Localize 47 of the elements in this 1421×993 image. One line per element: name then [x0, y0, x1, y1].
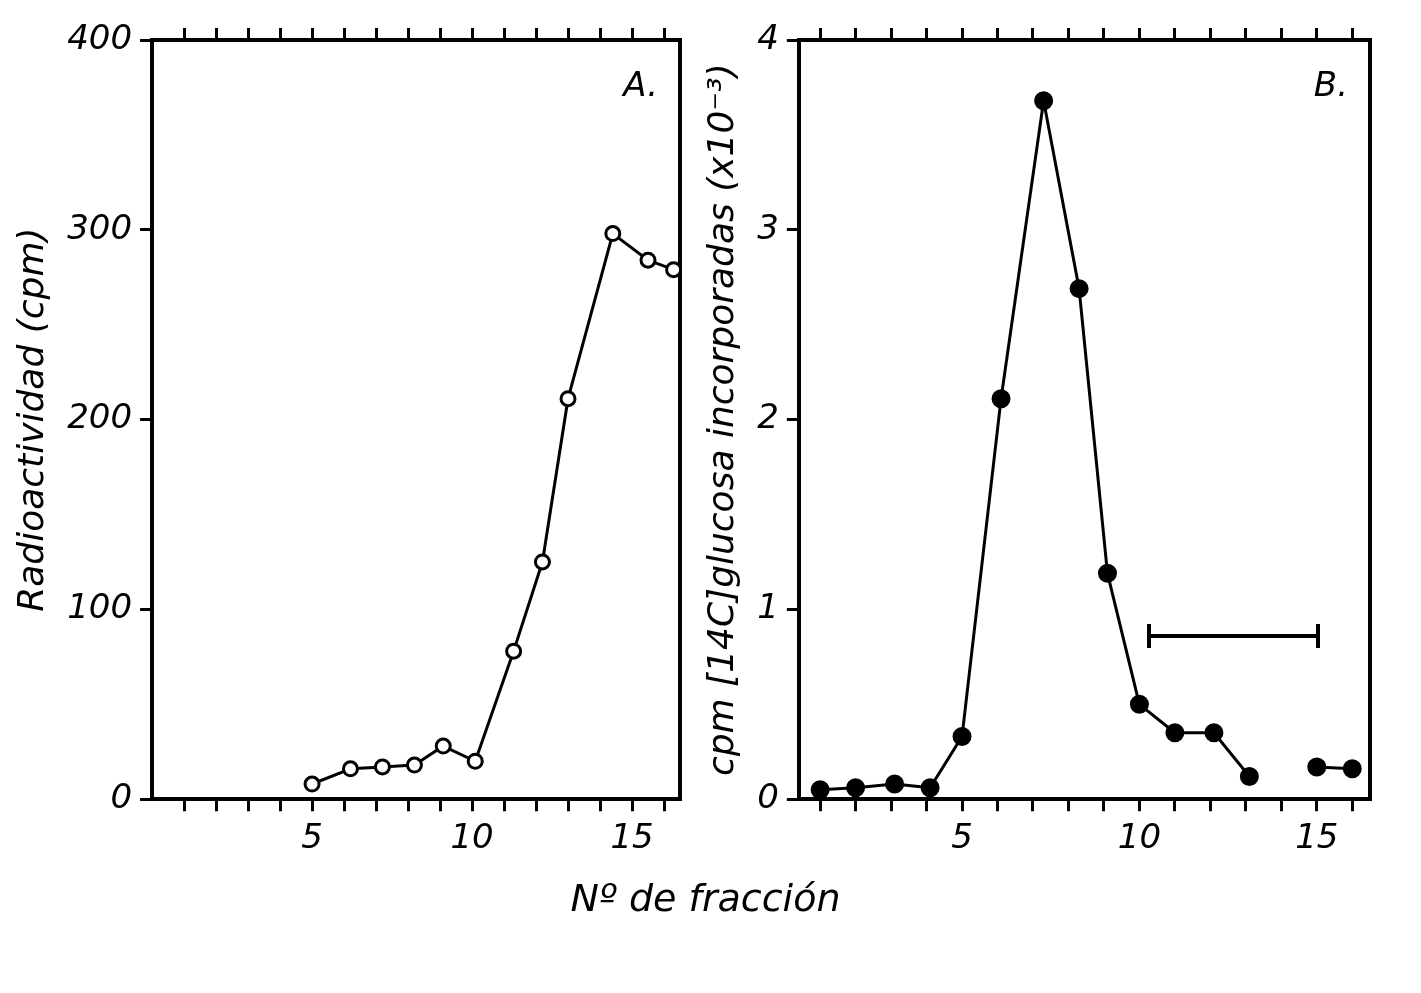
point	[846, 778, 866, 798]
point	[920, 778, 940, 798]
point	[885, 774, 905, 794]
y-axis-title: Radioactividad (cpm)	[9, 227, 51, 612]
y-tick-label: 100	[67, 586, 133, 627]
point	[952, 727, 972, 747]
y-tick-label: 0	[110, 776, 133, 817]
point	[559, 390, 577, 408]
y-tick-label: 1	[757, 586, 779, 627]
point	[405, 756, 423, 774]
annotation: B.	[1313, 63, 1348, 104]
x-tick-label: 5	[951, 816, 973, 857]
point	[810, 780, 830, 800]
x-tick-label: 5	[301, 816, 323, 857]
annotation: A.	[621, 63, 658, 104]
y-tick-label: 300	[67, 206, 133, 247]
point	[466, 752, 484, 770]
point	[991, 389, 1011, 409]
point	[1239, 766, 1259, 786]
y-tick-label: 400	[67, 16, 133, 57]
point	[1069, 279, 1089, 299]
x-tick-label: 10	[1117, 816, 1162, 857]
x-axis-title: Nº de fracción	[569, 876, 842, 920]
point	[1097, 563, 1117, 583]
point	[1165, 723, 1185, 743]
point	[533, 553, 551, 571]
point	[604, 225, 622, 243]
point	[434, 737, 452, 755]
y-axis-title: cpm [14C]glucosa incorporadas (x10⁻³)	[699, 63, 741, 777]
x-tick-label: 15	[610, 816, 654, 857]
point	[1204, 723, 1224, 743]
point	[373, 758, 391, 776]
point	[505, 642, 523, 660]
point	[303, 775, 321, 793]
y-tick-label: 200	[67, 396, 133, 437]
y-tick-label: 3	[757, 206, 779, 247]
point	[1034, 91, 1054, 111]
x-tick-label: 10	[450, 816, 494, 857]
point	[341, 760, 359, 778]
y-tick-label: 2	[757, 396, 779, 437]
y-tick-label: 0	[757, 776, 779, 817]
point	[1342, 759, 1362, 779]
point	[1307, 757, 1327, 777]
point	[1129, 694, 1149, 714]
x-tick-label: 15	[1295, 816, 1339, 857]
y-tick-label: 4	[757, 16, 779, 57]
point	[639, 251, 657, 269]
